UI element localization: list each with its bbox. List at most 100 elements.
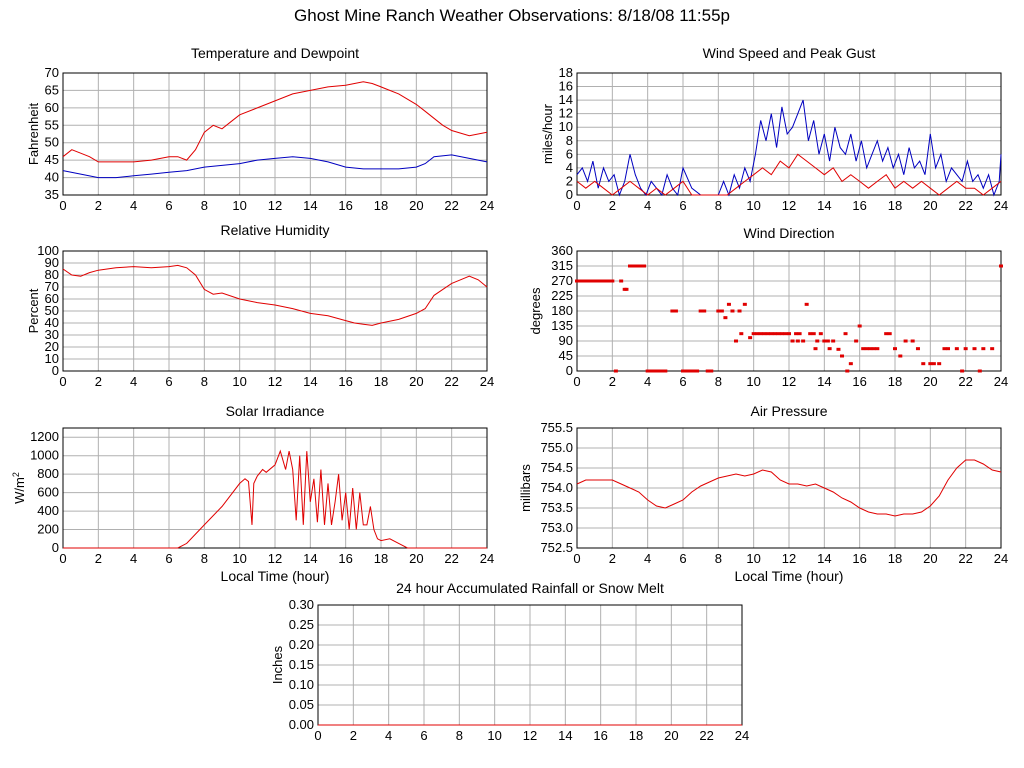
x-tick-label: 14 xyxy=(817,198,831,213)
data-point xyxy=(937,362,942,366)
data-point xyxy=(599,279,604,283)
y-tick-label: 0.10 xyxy=(289,677,314,692)
y-axis-label: W/m2 xyxy=(11,472,27,504)
y-tick-label: 16 xyxy=(559,79,573,94)
x-tick-label: 2 xyxy=(95,198,102,213)
x-tick-label: 18 xyxy=(629,728,643,743)
data-point xyxy=(931,362,936,366)
data-point xyxy=(695,369,700,373)
y-tick-label: 30 xyxy=(45,327,59,342)
y-tick-label: 1000 xyxy=(30,448,59,463)
data-point xyxy=(654,369,659,373)
x-tick-label: 12 xyxy=(523,728,537,743)
data-point xyxy=(603,279,608,283)
x-tick-label: 4 xyxy=(130,198,137,213)
data-point xyxy=(613,369,618,373)
y-tick-label: 40 xyxy=(45,315,59,330)
x-tick-label: 20 xyxy=(923,551,937,566)
data-point xyxy=(963,347,968,351)
y-tick-label: 70 xyxy=(45,65,59,80)
x-tick-label: 14 xyxy=(303,551,317,566)
data-point xyxy=(631,264,636,268)
x-tick-label: 4 xyxy=(130,374,137,389)
x-axis-label: Local Time (hour) xyxy=(735,568,844,584)
y-tick-label: 90 xyxy=(45,255,59,270)
x-tick-label: 20 xyxy=(409,551,423,566)
x-tick-label: 4 xyxy=(644,551,651,566)
y-tick-label: 0.15 xyxy=(289,657,314,672)
data-point xyxy=(742,302,747,306)
x-tick-label: 12 xyxy=(268,198,282,213)
x-tick-label: 12 xyxy=(782,198,796,213)
data-point xyxy=(990,347,995,351)
x-tick-label: 20 xyxy=(409,198,423,213)
y-tick-label: 0.20 xyxy=(289,637,314,652)
x-tick-label: 10 xyxy=(487,728,501,743)
x-tick-label: 2 xyxy=(609,551,616,566)
x-tick-label: 8 xyxy=(201,198,208,213)
x-tick-label: 20 xyxy=(664,728,678,743)
y-tick-label: 18 xyxy=(559,65,573,80)
data-point xyxy=(875,347,880,351)
y-tick-label: 80 xyxy=(45,267,59,282)
data-point xyxy=(769,332,774,336)
x-tick-label: 4 xyxy=(130,551,137,566)
y-tick-label: 0.05 xyxy=(289,697,314,712)
data-point xyxy=(739,332,744,336)
plot-frame xyxy=(576,250,1002,372)
x-tick-label: 20 xyxy=(923,374,937,389)
data-point xyxy=(836,347,841,351)
x-tick-label: 24 xyxy=(480,551,494,566)
data-point xyxy=(946,347,950,351)
y-tick-label: 200 xyxy=(37,522,59,537)
data-point xyxy=(635,264,640,268)
data-point xyxy=(977,369,982,373)
x-tick-label: 24 xyxy=(735,728,749,743)
y-tick-label: 4 xyxy=(566,160,573,175)
data-point xyxy=(698,309,703,313)
x-tick-label: 18 xyxy=(374,551,388,566)
data-point xyxy=(903,339,908,343)
y-tick-label: 12 xyxy=(559,106,573,121)
data-point xyxy=(702,309,707,313)
data-point xyxy=(848,362,853,366)
chart-7: 0 2 4 6 8 10 12 14 16 18 20 22 240.000.050.100.150.2… xyxy=(270,580,749,743)
data-point xyxy=(790,339,795,343)
data-point xyxy=(772,332,777,336)
y-tick-label: 754.5 xyxy=(540,460,573,475)
data-point xyxy=(758,332,763,336)
x-tick-label: 0 xyxy=(573,198,580,213)
data-point xyxy=(787,332,791,336)
data-point xyxy=(928,362,933,366)
data-point xyxy=(915,347,920,351)
data-point xyxy=(719,309,724,313)
data-point xyxy=(795,339,800,343)
data-point xyxy=(831,339,836,343)
y-tick-label: 755.5 xyxy=(540,420,573,435)
x-tick-label: 24 xyxy=(994,551,1008,566)
x-tick-label: 6 xyxy=(679,551,686,566)
data-point xyxy=(670,309,675,313)
x-tick-label: 6 xyxy=(165,374,172,389)
x-tick-label: 16 xyxy=(338,374,352,389)
y-tick-label: 6 xyxy=(566,146,573,161)
chart-5: 0 2 4 6 8 10 12 14 16 18 20 22 240200400600800100012… xyxy=(11,403,494,584)
x-tick-label: 6 xyxy=(420,728,427,743)
x-tick-label: 2 xyxy=(95,551,102,566)
y-tick-label: 225 xyxy=(551,288,573,303)
y-tick-label: 755.0 xyxy=(540,440,573,455)
x-tick-label: 22 xyxy=(444,374,458,389)
y-tick-label: 45 xyxy=(559,348,573,363)
data-point xyxy=(585,279,590,283)
x-tick-label: 14 xyxy=(303,198,317,213)
series-line-2 xyxy=(576,153,1002,196)
x-tick-label: 6 xyxy=(165,198,172,213)
data-point xyxy=(815,339,820,343)
data-point xyxy=(827,347,832,351)
x-tick-label: 16 xyxy=(593,728,607,743)
x-tick-label: 0 xyxy=(59,374,66,389)
series-line-1 xyxy=(576,99,1002,197)
x-tick-label: 12 xyxy=(268,374,282,389)
x-tick-label: 24 xyxy=(994,198,1008,213)
y-axis-label: millibars xyxy=(518,464,533,512)
